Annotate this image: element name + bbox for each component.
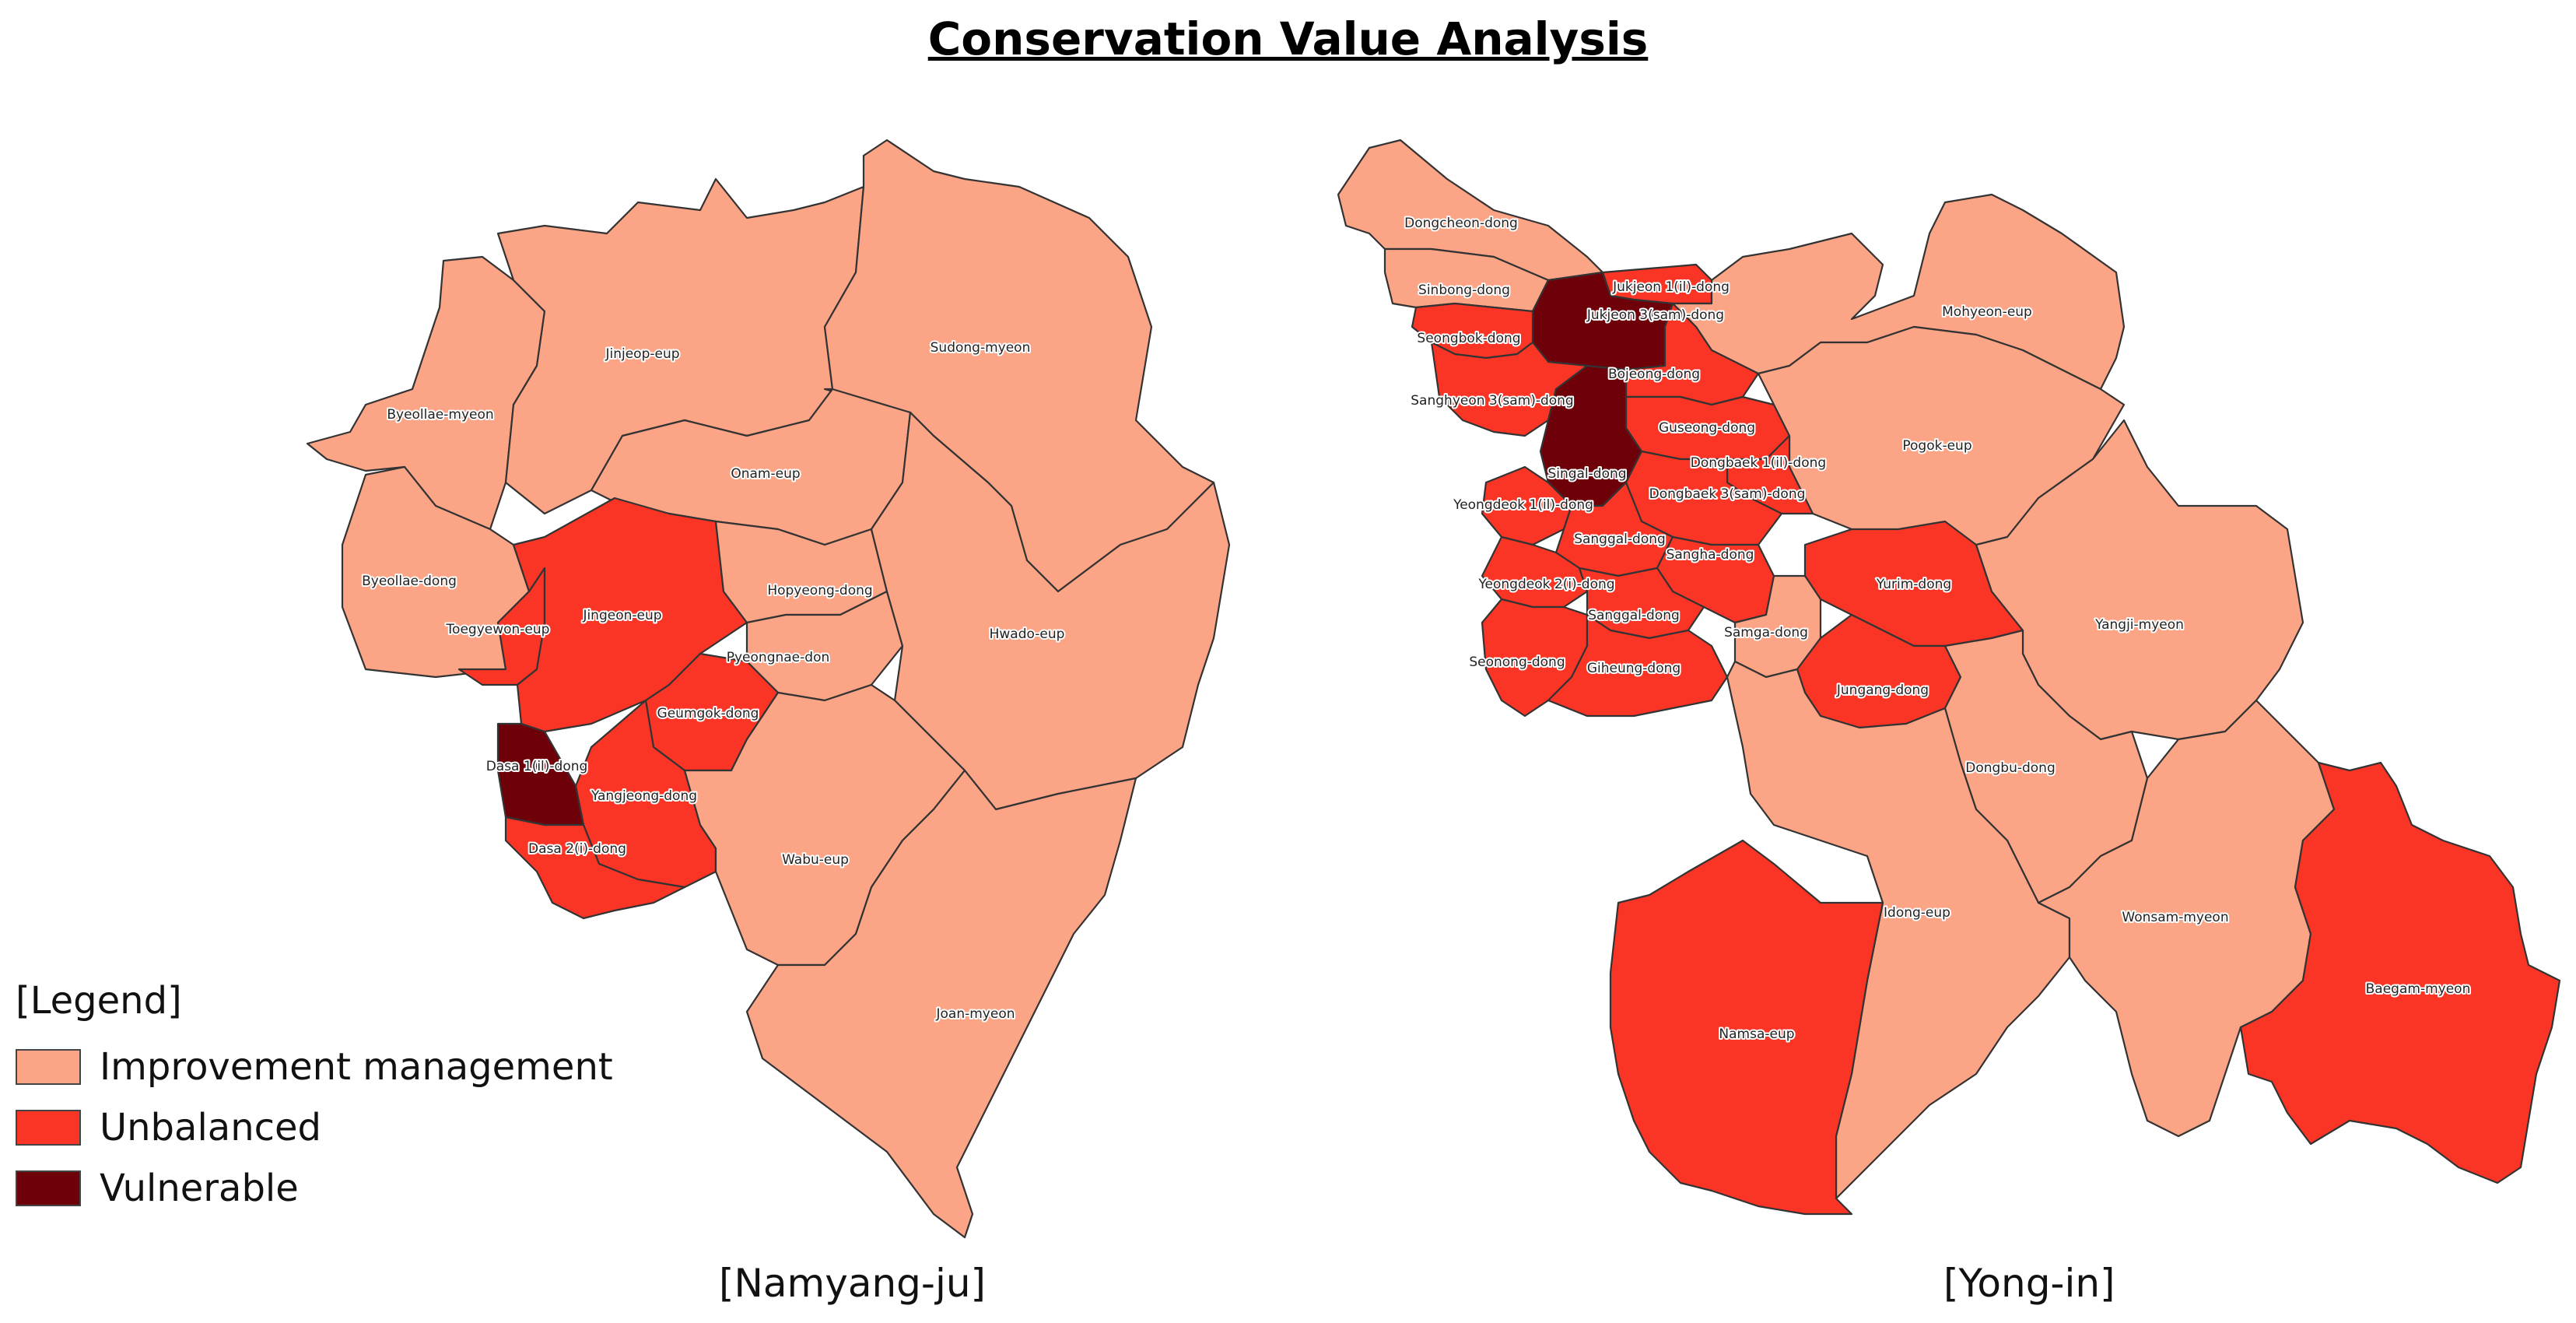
chart-title: Conservation Value Analysis [927,12,1649,65]
region-label: Jukjeon 1(il)-dong [1612,279,1730,295]
region-label: Jungang-dong [1836,683,1929,698]
legend-label-vulnerable: Vulnerable [100,1167,299,1210]
region-label: Seongbok-dong [1417,331,1520,346]
legend-item-improvement: Improvement management [16,1037,613,1097]
region-label: Dongcheon-dong [1404,216,1518,231]
region-label: Baegam-myeon [2366,981,2471,997]
region-label: Pogok-eup [1902,438,1971,454]
region-namsa-eup[interactable] [1609,839,1884,1216]
region-label: Samga-dong [1724,625,1808,640]
region-label: Wabu-eup [782,852,849,868]
legend-swatch-improvement [16,1049,81,1085]
region-label: Yangji-myeon [2094,617,2184,633]
region-label: Dongbu-dong [1965,760,2056,776]
region-dasa-2-i-dong[interactable] [504,816,686,920]
region-idong-eup[interactable] [1726,660,2071,1200]
region-label: Hopyeong-dong [767,583,872,598]
legend-swatch-vulnerable [16,1170,81,1206]
region-label: Geumgok-dong [657,706,759,721]
region-baegam-myeon[interactable] [2239,761,2561,1184]
region-giheung-dong[interactable] [1547,613,1729,718]
region-label: Sanggal-dong [1574,532,1666,547]
region-label: Yurim-dong [1876,577,1951,592]
region-label: Namsa-eup [1719,1026,1794,1042]
legend-swatch-unbalanced [16,1110,81,1146]
region-label: Byeollae-dong [362,574,457,589]
region-wonsam-myeon[interactable] [2037,699,2336,1138]
legend-label-improvement: Improvement management [100,1045,613,1089]
region-label: Dongbaek 3(sam)-dong [1649,486,1806,502]
region-yeongdeok-2-i-dong[interactable] [1481,535,1589,609]
region-label: Dongbaek 1(il)-dong [1691,455,1826,471]
region-label: Jinjeop-eup [605,346,679,362]
region-joan-myeon[interactable] [745,769,1137,1239]
map-caption-namyangju: [Namyang-ju] [719,1261,987,1306]
region-label: Yeongdeok 2(i)-dong [1477,577,1614,592]
region-byeollae-myeon[interactable] [306,255,546,531]
region-label: Sudong-myeon [931,340,1031,356]
region-label: Byeollae-myeon [387,407,493,423]
map-namyangju: Jinjeop-eup Sudong-myeon Byeollae-myeon … [306,139,1231,1239]
region-label: Onam-eup [731,466,800,482]
region-label: Pyeongnae-don [727,650,830,665]
map-yongin: Dongcheon-dong Sinbong-dong Jukjeon 1(il… [1337,139,2561,1216]
region-label: Toegyewon-eup [446,622,550,637]
region-label: Wonsam-myeon [2122,910,2228,925]
region-label: Yangjeong-dong [591,788,697,804]
region-label: Jingeon-eup [582,608,661,623]
legend-label-unbalanced: Unbalanced [100,1106,321,1149]
legend-item-unbalanced: Unbalanced [16,1097,613,1158]
region-label: Sinbong-dong [1418,282,1510,298]
region-label: Dasa 1(il)-dong [486,759,588,774]
region-label: Seonong-dong [1469,654,1565,670]
region-label: Guseong-dong [1659,420,1755,436]
region-label: Joan-myeon [936,1006,1015,1022]
region-label: Dasa 2(i)-dong [528,841,626,857]
legend-item-vulnerable: Vulnerable [16,1158,613,1219]
region-label: Idong-eup [1884,905,1950,921]
region-label: Yeongdeok 1(il)-dong [1453,497,1593,513]
region-label: Sanghyeon 3(sam)-dong [1411,393,1573,409]
region-label: Singal-dong [1547,466,1626,482]
region-dasa-1-il-dong[interactable] [496,722,585,826]
region-label: Jukjeon 3(sam)-dong [1586,307,1724,323]
legend-title: [Legend] [16,979,182,1023]
region-label: Bojeong-dong [1608,367,1700,382]
map-legend: [Legend] Improvement management Unbalanc… [16,979,613,1219]
region-label: Hwado-eup [990,626,1065,642]
map-caption-yongin: [Yong-in] [1943,1261,2115,1306]
region-label: Mohyeon-eup [1942,304,2032,320]
region-label: Sanggal-dong [1588,608,1680,623]
region-label: Giheung-dong [1587,661,1681,676]
region-label: Sangha-dong [1667,547,1754,563]
